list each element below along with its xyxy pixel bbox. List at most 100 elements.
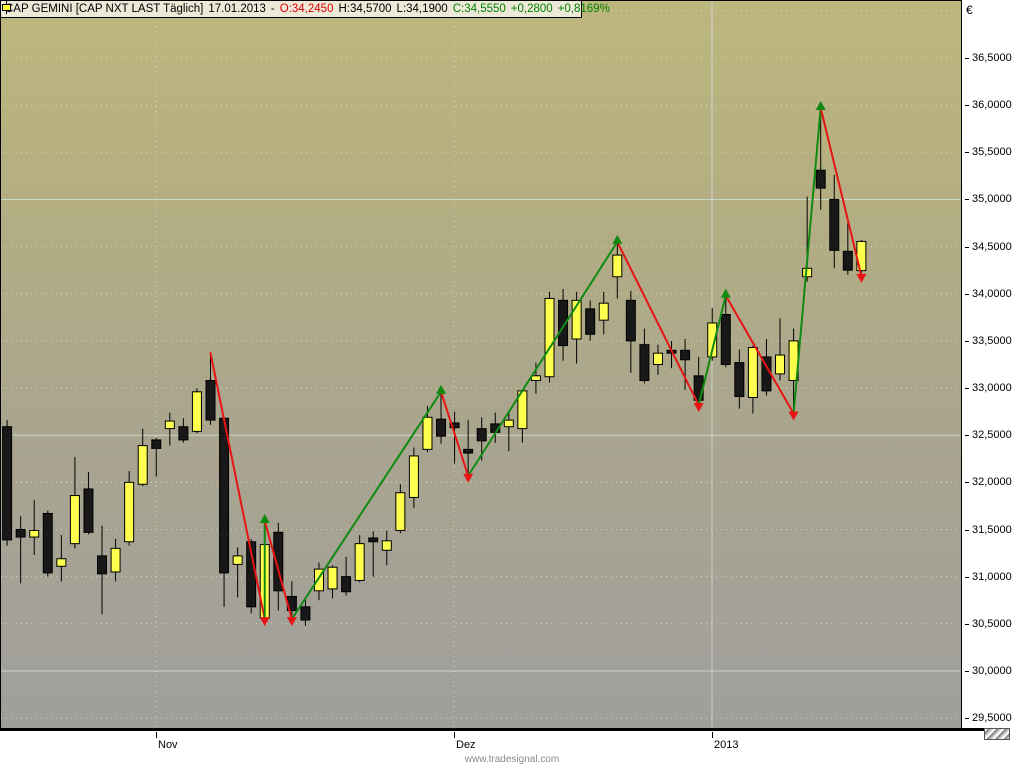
- candle-down: [205, 380, 216, 421]
- up-arrow-icon: [720, 288, 731, 298]
- candle-down: [368, 537, 379, 543]
- zigzag-up-leg: [290, 390, 443, 621]
- price-axis-tick: [965, 152, 969, 154]
- candle-down: [585, 308, 596, 335]
- price-axis-label: 31,0000: [972, 570, 1012, 583]
- zigzag-down-leg: [209, 352, 266, 621]
- candle-down: [436, 418, 447, 437]
- zigzag-up-leg: [697, 294, 727, 407]
- candle-down: [829, 198, 840, 251]
- time-axis-tick: [712, 732, 713, 738]
- candle-down: [720, 313, 731, 365]
- candle-down: [680, 349, 691, 361]
- candlestick-icon: [2, 1, 11, 14]
- legend-date: 17.01.2013: [208, 3, 266, 15]
- time-axis-tick: [454, 732, 455, 738]
- price-axis-tick: [965, 718, 969, 720]
- price-axis-label: 34,0000: [972, 287, 1012, 300]
- price-axis-label: 35,0000: [972, 193, 1012, 206]
- candle-up: [422, 416, 433, 450]
- candle-down: [639, 344, 650, 382]
- price-axis-label: 31,5000: [972, 523, 1012, 536]
- candle-up: [381, 540, 392, 551]
- time-axis-label: Nov: [158, 739, 178, 751]
- up-arrow-icon: [612, 234, 623, 244]
- down-arrow-icon: [693, 403, 704, 413]
- candle-up: [775, 354, 786, 375]
- candle-down: [42, 512, 53, 574]
- candle-down: [15, 529, 26, 538]
- candle-down: [2, 426, 13, 541]
- price-chart-canvas[interactable]: [1, 1, 960, 727]
- time-axis-label: Dez: [456, 739, 476, 751]
- up-arrow-icon: [815, 100, 826, 110]
- candle-up: [612, 254, 623, 278]
- price-axis-tick: [965, 576, 969, 578]
- candle-up: [503, 419, 514, 428]
- candle-down: [476, 428, 487, 442]
- watermark: www.tradesignal.com: [464, 754, 560, 765]
- currency-label: €: [966, 3, 973, 17]
- candle-up: [29, 529, 40, 538]
- price-axis-label: 33,0000: [972, 382, 1012, 395]
- price-axis-tick: [965, 246, 969, 248]
- zigzag-down-leg: [263, 520, 293, 621]
- chart-legend-bar[interactable]: CAP GEMINI [CAP NXT LAST Täglich] 17.01.…: [0, 0, 610, 18]
- candle-up: [354, 543, 365, 581]
- candle-down: [97, 555, 108, 575]
- price-axis-label: 36,5000: [972, 52, 1012, 64]
- candle-up: [164, 420, 175, 430]
- legend-instrument: CAP GEMINI [CAP NXT LAST Täglich]: [5, 3, 204, 15]
- candle-down: [178, 426, 189, 441]
- down-arrow-icon: [463, 473, 474, 483]
- legend-separator: -: [270, 3, 275, 15]
- price-axis-tick: [965, 199, 969, 201]
- legend-open: O:34,2450: [279, 3, 334, 15]
- candle-down: [219, 417, 230, 574]
- price-axis-label: 32,0000: [972, 476, 1012, 489]
- price-axis-tick: [965, 529, 969, 531]
- zigzag-up-leg: [467, 240, 619, 477]
- price-axis-tick: [965, 623, 969, 625]
- resize-grip[interactable]: [984, 728, 1010, 740]
- price-axis-label: 29,5000: [972, 712, 1012, 725]
- up-arrow-icon: [436, 384, 447, 394]
- price-axis-label: 32,5000: [972, 429, 1012, 442]
- price-axis-label: 30,5000: [972, 617, 1012, 630]
- price-axis-label: 34,5000: [972, 240, 1012, 253]
- candle-up: [571, 299, 582, 340]
- candle-up: [191, 391, 202, 432]
- time-axis-label: 2013: [714, 739, 739, 751]
- down-arrow-icon: [788, 411, 799, 421]
- zigzag-down-leg: [616, 240, 700, 407]
- candle-down: [83, 488, 94, 533]
- candle-up: [327, 566, 338, 590]
- down-arrow-icon: [259, 617, 270, 627]
- candle-up: [137, 445, 148, 485]
- down-arrow-icon: [286, 617, 297, 627]
- candle-up: [544, 297, 555, 378]
- zigzag-down-leg: [440, 390, 470, 477]
- price-axis-label: 35,5000: [972, 146, 1012, 159]
- zigzag-down-leg: [724, 294, 795, 415]
- candle-up: [395, 492, 406, 531]
- candle-down: [151, 439, 162, 449]
- candle-down: [273, 531, 284, 592]
- legend-low: L:34,1900: [396, 3, 448, 15]
- candle-up: [530, 375, 541, 382]
- candle-down: [300, 606, 311, 621]
- candle-up: [124, 481, 135, 543]
- candle-down: [449, 422, 460, 429]
- candle-up: [707, 322, 718, 358]
- candle-down: [625, 299, 636, 342]
- zigzag-up-leg: [792, 106, 822, 415]
- price-axis-label: 30,0000: [972, 664, 1012, 677]
- price-axis-tick: [965, 58, 969, 59]
- candle-up: [56, 558, 67, 567]
- price-axis-label: 36,0000: [972, 99, 1012, 112]
- price-axis-label: 33,5000: [972, 334, 1012, 347]
- chart-panel: CAP GEMINI [CAP NXT LAST Täglich] 17.01.…: [0, 0, 962, 729]
- legend-change-pct: +0,8169%: [557, 3, 610, 15]
- candle-up: [110, 547, 121, 573]
- price-axis-tick: [965, 388, 969, 390]
